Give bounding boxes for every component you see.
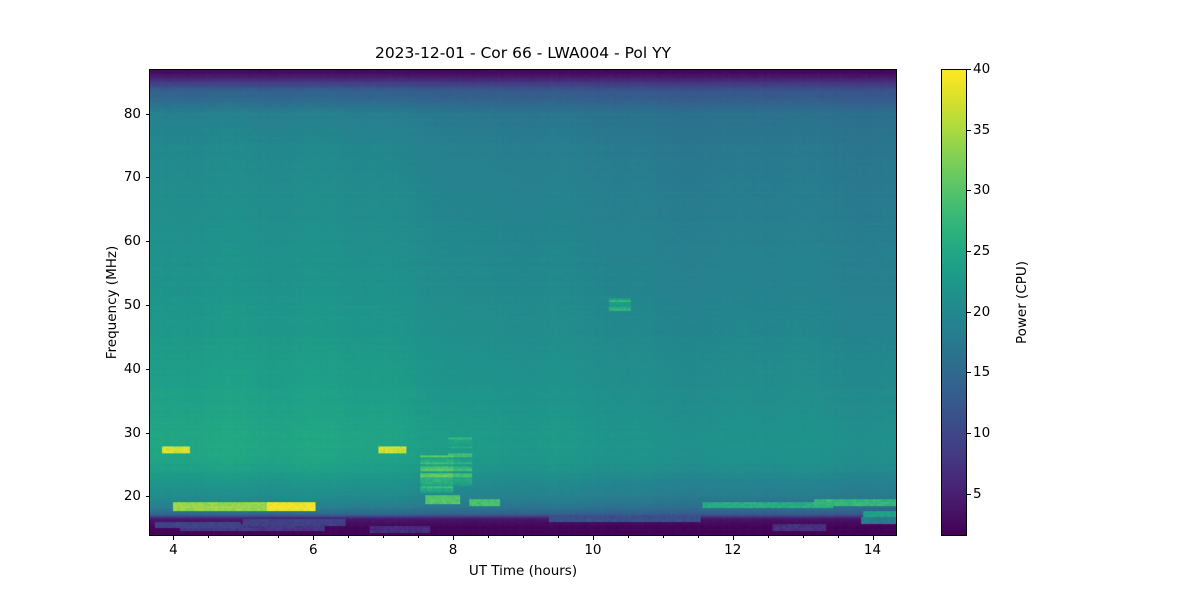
colorbar[interactable]: [941, 69, 967, 536]
x-minor-tick-mark: [418, 536, 420, 538]
x-minor-tick-mark: [662, 536, 664, 538]
colorbar-tick-label: 35: [973, 121, 991, 138]
y-tick-label: 70: [123, 169, 141, 186]
x-minor-tick-mark: [243, 536, 245, 538]
x-minor-tick-mark: [348, 536, 350, 538]
colorbar-tick-label: 10: [973, 424, 991, 441]
x-minor-tick-mark: [523, 536, 524, 538]
x-minor-tick-mark: [557, 536, 559, 538]
colorbar-tick-mark: [967, 190, 971, 192]
colorbar-label: Power (CPU): [1014, 260, 1030, 345]
x-tick-label: 4: [169, 542, 178, 558]
y-tick-mark: [145, 113, 149, 115]
y-tick-label: 80: [123, 105, 141, 122]
y-tick-label: 50: [123, 297, 141, 314]
x-minor-tick-mark: [278, 536, 280, 538]
x-minor-tick-mark: [802, 536, 804, 538]
x-tick-label: 14: [863, 542, 882, 558]
x-minor-tick-mark: [383, 536, 385, 538]
y-tick-mark: [145, 305, 149, 307]
colorbar-tick-label: 5: [973, 485, 982, 502]
x-tick-label: 10: [584, 542, 602, 558]
x-minor-tick-mark: [697, 536, 699, 538]
colorbar-tick-mark: [967, 311, 971, 313]
x-tick-mark: [872, 536, 874, 540]
spectrogram-image: [150, 70, 896, 535]
y-tick-label: 30: [123, 424, 141, 441]
x-tick-mark: [732, 536, 734, 540]
colorbar-tick-label: 15: [973, 364, 991, 381]
colorbar-tick-label: 25: [973, 242, 991, 259]
y-tick-mark: [145, 368, 149, 370]
colorbar-tick-mark: [967, 69, 971, 70]
x-minor-tick-mark: [837, 536, 839, 538]
x-tick-label: 6: [308, 542, 318, 558]
y-tick-mark: [145, 241, 149, 243]
y-tick-mark: [145, 177, 149, 179]
y-tick-mark: [145, 496, 149, 498]
y-tick-label: 40: [123, 360, 141, 377]
x-tick-mark: [592, 536, 594, 540]
x-minor-tick-mark: [767, 536, 769, 538]
colorbar-tick-mark: [967, 432, 971, 434]
y-tick-mark: [145, 432, 149, 434]
x-tick-mark: [313, 536, 315, 540]
x-minor-tick-mark: [208, 536, 210, 538]
colorbar-tick-label: 40: [973, 61, 991, 77]
colorbar-gradient: [942, 70, 966, 535]
colorbar-tick-mark: [967, 372, 971, 374]
colorbar-tick-mark: [967, 129, 971, 131]
y-axis-label: Frequency (MHz): [104, 245, 120, 360]
page-title: 2023-12-01 - Cor 66 - LWA004 - Pol YY: [374, 44, 672, 62]
x-tick-mark: [173, 536, 175, 540]
x-tick-label: 8: [448, 542, 458, 558]
x-axis-label: UT Time (hours): [468, 563, 578, 579]
y-tick-label: 60: [123, 233, 141, 250]
colorbar-tick-label: 20: [973, 303, 991, 320]
spectrogram-axes[interactable]: [149, 69, 897, 536]
x-minor-tick-mark: [488, 536, 490, 538]
colorbar-tick-mark: [967, 250, 971, 252]
colorbar-tick-mark: [967, 493, 971, 495]
x-tick-label: 12: [724, 542, 742, 558]
x-tick-mark: [453, 536, 455, 540]
y-tick-label: 20: [123, 488, 141, 505]
colorbar-tick-label: 30: [973, 182, 991, 199]
x-minor-tick-mark: [627, 536, 629, 538]
